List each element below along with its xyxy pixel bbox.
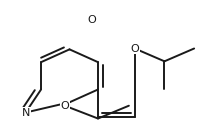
Text: O: O	[88, 15, 97, 25]
Text: O: O	[131, 43, 139, 54]
Text: N: N	[22, 108, 30, 118]
Text: O: O	[60, 101, 69, 111]
